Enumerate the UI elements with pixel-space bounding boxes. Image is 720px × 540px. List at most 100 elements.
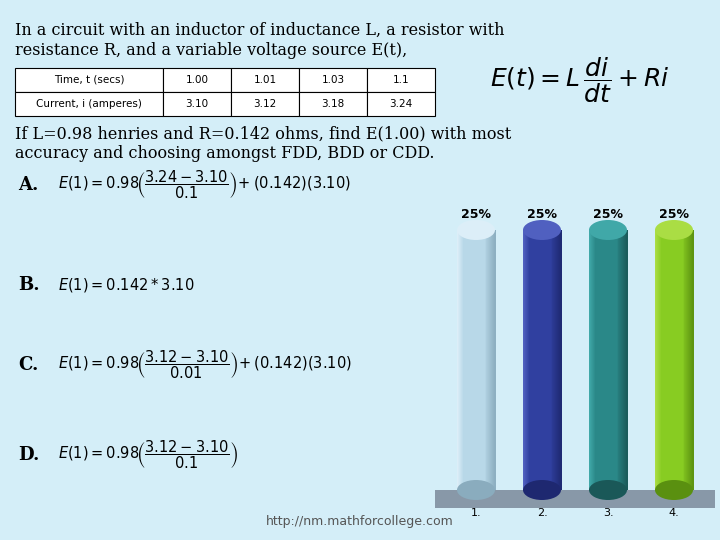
- Text: $E(1) = 0.98\!\left(\dfrac{3.12-3.10}{0.1}\right)$: $E(1) = 0.98\!\left(\dfrac{3.12-3.10}{0.…: [58, 438, 238, 471]
- Bar: [231, 68, 299, 92]
- Bar: [595, 230, 596, 490]
- Bar: [493, 230, 495, 490]
- Ellipse shape: [523, 480, 561, 500]
- Bar: [657, 230, 658, 490]
- Text: 25%: 25%: [659, 208, 689, 221]
- Bar: [552, 230, 553, 490]
- Bar: [557, 230, 558, 490]
- Bar: [621, 230, 623, 490]
- Bar: [464, 230, 466, 490]
- Bar: [367, 92, 435, 116]
- Text: Time, t (secs): Time, t (secs): [54, 75, 125, 85]
- Bar: [688, 230, 689, 490]
- Bar: [526, 230, 527, 490]
- Bar: [661, 230, 662, 490]
- Text: 3.18: 3.18: [321, 99, 345, 109]
- Bar: [469, 230, 470, 490]
- Text: 25%: 25%: [593, 208, 623, 221]
- Bar: [476, 230, 477, 490]
- Bar: [539, 230, 540, 490]
- Bar: [466, 230, 467, 490]
- Bar: [673, 230, 675, 490]
- Text: 1.1: 1.1: [392, 75, 409, 85]
- Bar: [607, 230, 608, 490]
- Text: 3.: 3.: [603, 508, 613, 518]
- Bar: [540, 230, 541, 490]
- Bar: [555, 230, 557, 490]
- Text: 1.00: 1.00: [186, 75, 209, 85]
- Text: 2.: 2.: [536, 508, 547, 518]
- Bar: [458, 230, 459, 490]
- Bar: [460, 230, 462, 490]
- Bar: [667, 230, 669, 490]
- Bar: [546, 230, 547, 490]
- Bar: [675, 230, 676, 490]
- Bar: [549, 230, 551, 490]
- Text: D.: D.: [18, 446, 40, 464]
- Bar: [621, 230, 622, 490]
- Bar: [595, 230, 597, 490]
- Bar: [655, 230, 657, 490]
- Bar: [618, 230, 620, 490]
- Bar: [469, 230, 471, 490]
- Bar: [662, 230, 664, 490]
- Bar: [600, 230, 602, 490]
- Text: 25%: 25%: [461, 208, 491, 221]
- Bar: [677, 230, 678, 490]
- Bar: [613, 230, 614, 490]
- Bar: [686, 230, 688, 490]
- Text: 3.24: 3.24: [390, 99, 413, 109]
- Bar: [554, 230, 556, 490]
- Bar: [461, 230, 462, 490]
- Bar: [597, 230, 598, 490]
- Text: 1.03: 1.03: [321, 75, 345, 85]
- Bar: [528, 230, 529, 490]
- Text: $E(t) = L\,\dfrac{di}{dt} + Ri$: $E(t) = L\,\dfrac{di}{dt} + Ri$: [490, 55, 670, 105]
- Bar: [299, 92, 367, 116]
- Ellipse shape: [457, 480, 495, 500]
- Bar: [367, 68, 435, 92]
- Bar: [467, 230, 468, 490]
- Bar: [680, 230, 681, 490]
- Bar: [624, 230, 626, 490]
- Bar: [659, 230, 660, 490]
- Text: 1.01: 1.01: [253, 75, 276, 85]
- Bar: [490, 230, 491, 490]
- Ellipse shape: [589, 480, 627, 500]
- Ellipse shape: [589, 220, 627, 240]
- Bar: [603, 230, 605, 490]
- Bar: [533, 230, 534, 490]
- Bar: [589, 230, 590, 490]
- Bar: [656, 230, 657, 490]
- Bar: [528, 230, 530, 490]
- Bar: [463, 230, 464, 490]
- Bar: [480, 230, 481, 490]
- Bar: [536, 230, 537, 490]
- Text: In a circuit with an inductor of inductance L, a resistor with: In a circuit with an inductor of inducta…: [15, 22, 505, 39]
- Bar: [524, 230, 526, 490]
- Bar: [543, 230, 544, 490]
- Bar: [488, 230, 490, 490]
- Bar: [624, 230, 625, 490]
- Bar: [613, 230, 615, 490]
- Bar: [475, 230, 477, 490]
- Bar: [478, 230, 480, 490]
- Bar: [491, 230, 492, 490]
- Text: C.: C.: [18, 356, 38, 374]
- Bar: [481, 230, 482, 490]
- Bar: [598, 230, 600, 490]
- Ellipse shape: [655, 220, 693, 240]
- Bar: [667, 230, 668, 490]
- Bar: [590, 230, 591, 490]
- Bar: [525, 230, 526, 490]
- Bar: [472, 230, 474, 490]
- Bar: [605, 230, 606, 490]
- Ellipse shape: [457, 220, 495, 240]
- Bar: [484, 230, 485, 490]
- Bar: [490, 230, 492, 490]
- Bar: [662, 230, 663, 490]
- Bar: [541, 230, 542, 490]
- Bar: [676, 230, 678, 490]
- Bar: [683, 230, 684, 490]
- Bar: [457, 230, 459, 490]
